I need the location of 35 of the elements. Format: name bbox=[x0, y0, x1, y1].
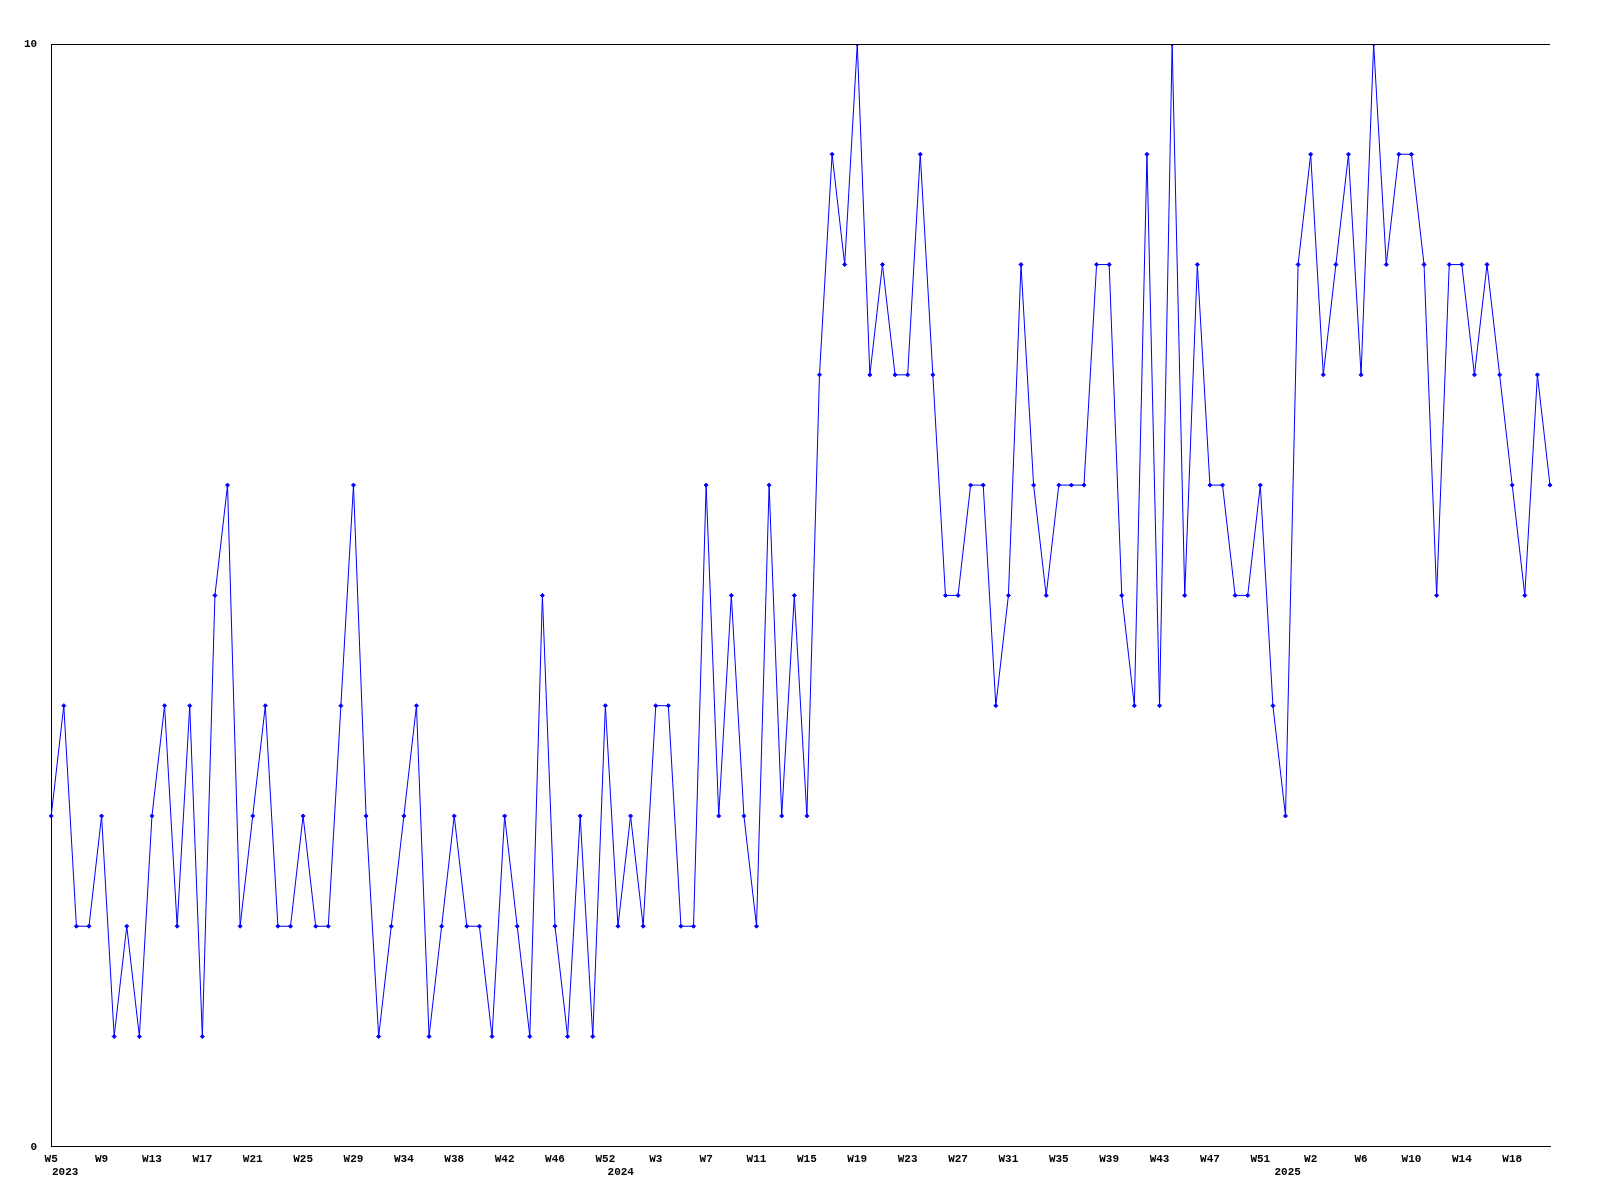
x-tick-label: W31 bbox=[998, 1153, 1019, 1166]
x-tick-label: W9 bbox=[94, 1153, 109, 1166]
x-tick-label: W2 bbox=[1304, 1153, 1318, 1166]
y-tick-label: 0 bbox=[30, 1140, 38, 1153]
x-tick-label: W51 bbox=[1250, 1153, 1271, 1166]
x-tick-label: W42 bbox=[494, 1153, 515, 1166]
x-tick-label: W35 bbox=[1048, 1153, 1070, 1166]
x-tick-label: W10 bbox=[1401, 1153, 1422, 1166]
x-tick-label: W13 bbox=[142, 1153, 163, 1166]
x-tick-label: W15 bbox=[796, 1153, 818, 1166]
y-tick-label: 10 bbox=[24, 37, 38, 50]
text: 2025 bbox=[1274, 1166, 1302, 1179]
x-tick-label: W6 bbox=[1354, 1153, 1368, 1166]
x-tick-label: W29 bbox=[343, 1153, 364, 1166]
x-tick-label: W23 bbox=[897, 1153, 918, 1166]
x-tick-label: W47 bbox=[1200, 1153, 1220, 1166]
x-tick-label: W43 bbox=[1149, 1153, 1170, 1166]
x-tick-label: W5 bbox=[44, 1153, 59, 1166]
x-tick-label: W3 bbox=[649, 1153, 663, 1166]
x-tick-label: W39 bbox=[1099, 1153, 1120, 1166]
x-tick-label: W34 bbox=[393, 1153, 415, 1166]
x-tick-label: W25 bbox=[293, 1153, 314, 1166]
x-tick-label: W18 bbox=[1502, 1153, 1523, 1166]
x-tick-label: W52 bbox=[595, 1153, 616, 1166]
x-tick-label: W46 bbox=[545, 1153, 565, 1166]
x-tick-label: W17 bbox=[192, 1153, 213, 1166]
text: 2023 bbox=[52, 1166, 79, 1179]
x-tick-label: W11 bbox=[746, 1153, 767, 1166]
x-tick-label: W14 bbox=[1451, 1153, 1473, 1166]
x-tick-label: W38 bbox=[444, 1153, 465, 1166]
x-tick-label: W27 bbox=[948, 1153, 968, 1166]
x-tick-label: W19 bbox=[847, 1153, 868, 1166]
text: 2024 bbox=[607, 1166, 635, 1179]
x-tick-label: W7 bbox=[699, 1153, 713, 1166]
x-tick-label: W21 bbox=[242, 1153, 264, 1166]
